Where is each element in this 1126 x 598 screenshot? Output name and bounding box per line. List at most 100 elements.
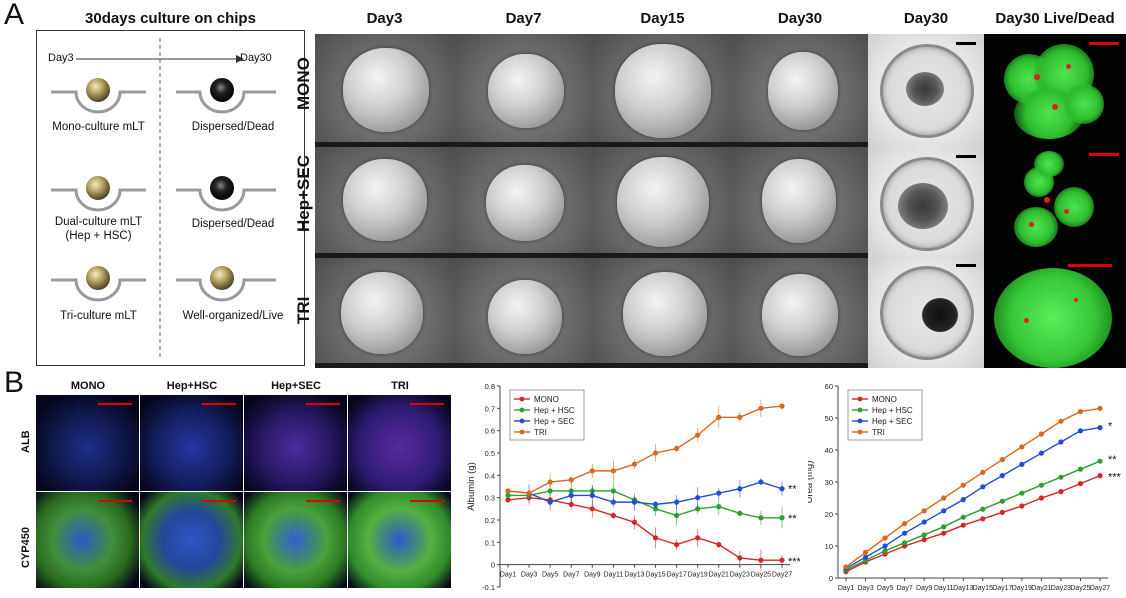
significance-annotation: *** (1108, 472, 1122, 484)
schematic-title: 30days culture on chips (85, 10, 256, 27)
x-tick-label: Day25 (751, 572, 771, 579)
data-point (1019, 444, 1025, 450)
y-tick-label: 10 (825, 542, 833, 551)
x-tick-label: Day23 (730, 572, 750, 579)
schematic-drawing (51, 38, 276, 360)
data-point (589, 492, 595, 499)
panel-label-b: B (4, 366, 25, 399)
brightfield-image-tri (868, 258, 984, 368)
data-point (779, 557, 785, 563)
legend-label: Hep + SEC (534, 417, 574, 426)
series-line (507, 405, 783, 494)
y-tick-label: 0.7 (485, 404, 495, 413)
x-tick-label: Day3 (857, 585, 873, 592)
sem-image-hep-sec-day7 (454, 147, 593, 258)
data-point (941, 524, 947, 530)
data-point (758, 479, 764, 485)
data-point (1077, 428, 1084, 434)
legend-label: Hep + HSC (534, 406, 575, 415)
data-point (1097, 473, 1103, 479)
data-point (1097, 425, 1103, 431)
sem-image-hep-sec-day30 (732, 147, 868, 258)
data-point (589, 468, 595, 474)
y-tick-label: 0.5 (485, 449, 495, 458)
data-point (779, 515, 785, 521)
x-tick-label: Day5 (542, 572, 558, 579)
legend-swatch-point (519, 429, 525, 435)
sem-image-mono-day3 (315, 34, 454, 147)
well-mono-day3 (51, 78, 146, 114)
x-tick-label: Day9 (916, 585, 932, 592)
data-point (737, 486, 743, 492)
data-point (960, 522, 966, 528)
brightfield-image-mono (868, 34, 984, 147)
data-point (1019, 490, 1025, 496)
data-point (1058, 418, 1064, 424)
y-axis-label: Urea (mg) (808, 461, 815, 504)
data-point (758, 515, 764, 521)
sem-image-tri-day30 (732, 258, 868, 368)
stain-col-header-tri: TRI (391, 380, 409, 392)
data-point (652, 535, 659, 541)
data-point (652, 450, 659, 456)
series-line (845, 407, 1101, 568)
data-point (779, 486, 785, 492)
y-axis-label: Albumin (g) (466, 462, 477, 511)
live-dead-image-mono (984, 34, 1126, 147)
data-point (921, 537, 927, 543)
x-tick-label: Day19 (1012, 585, 1032, 592)
data-point (779, 403, 785, 409)
data-point (568, 492, 574, 499)
legend-label: MONO (872, 395, 897, 404)
legend-swatch-point (857, 429, 863, 435)
timeline-end: Day30 (240, 52, 272, 64)
series-line (845, 474, 1101, 573)
data-point (716, 504, 722, 510)
timeline-start: Day3 (48, 52, 74, 64)
sem-image-mono-day7 (454, 34, 593, 147)
schematic-row2-right: Dispersed/Dead (191, 218, 275, 230)
data-point (674, 445, 680, 452)
data-point (610, 468, 616, 474)
y-tick-label: 0.2 (485, 516, 495, 525)
data-point (610, 512, 616, 519)
data-point (960, 514, 966, 520)
live-dead-image-hep-sec (984, 147, 1126, 258)
stain-col-header-hep-hsc: Hep+HSC (166, 380, 218, 392)
data-point (921, 519, 927, 525)
data-point (737, 510, 743, 516)
data-point (758, 557, 764, 563)
significance-annotation: ** (788, 484, 797, 496)
well-tri-day30 (176, 266, 276, 302)
data-point (921, 508, 927, 514)
data-point (960, 497, 966, 503)
panel-label-a: A (4, 0, 25, 31)
data-point (902, 521, 908, 527)
data-point (862, 554, 869, 560)
sem-image-tri-day3 (315, 258, 454, 368)
data-point (674, 541, 680, 548)
y-tick-label: 0.6 (485, 427, 495, 436)
x-tick-label: Day27 (1090, 585, 1110, 592)
legend-label: Hep + SEC (872, 417, 912, 426)
data-point (547, 479, 553, 485)
data-point (999, 509, 1005, 515)
well-dual-day30 (176, 176, 276, 212)
x-tick-label: Day17 (666, 572, 686, 579)
data-point (716, 414, 722, 420)
well-mono-day30 (176, 78, 276, 114)
data-point (631, 461, 638, 467)
data-point (980, 516, 986, 522)
data-point (980, 469, 986, 475)
sem-image-tri-day7 (454, 258, 593, 368)
data-point (1058, 474, 1064, 480)
y-tick-label: 40 (825, 446, 833, 455)
data-point (1058, 489, 1064, 495)
data-point (999, 457, 1005, 463)
schematic-row3-right: Well-organized/Live (182, 310, 284, 322)
legend-swatch-point (857, 396, 863, 402)
legend-swatch-point (519, 407, 525, 413)
confocal-cyp450-hep-hsc (140, 492, 243, 588)
data-point (695, 495, 701, 501)
